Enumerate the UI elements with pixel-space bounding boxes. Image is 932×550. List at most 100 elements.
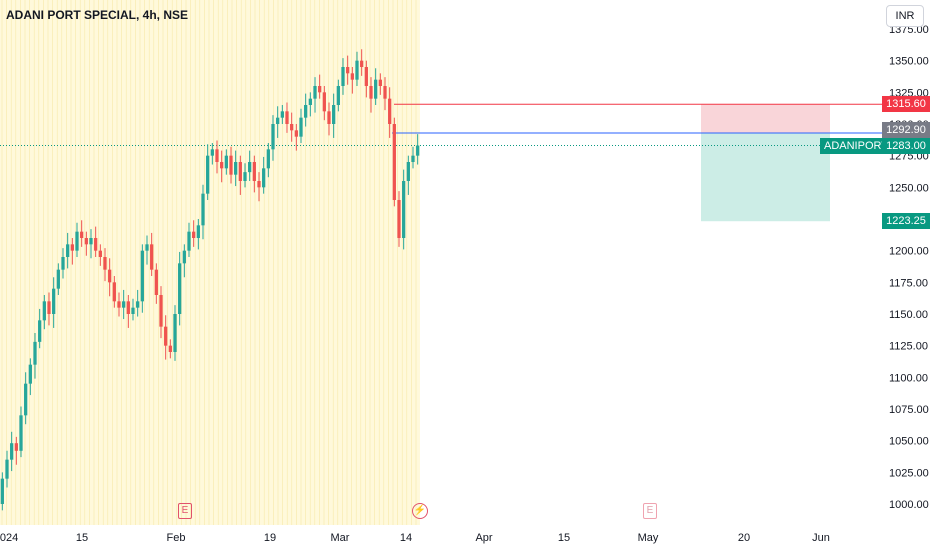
candle-body	[14, 443, 18, 451]
candle-body	[145, 244, 149, 251]
earnings-future-icon[interactable]: E	[643, 503, 657, 519]
candle-body	[318, 86, 322, 93]
price-tick-label: 1175.00	[889, 277, 928, 289]
candle-body	[215, 149, 219, 162]
stop-loss-zone	[701, 104, 830, 133]
price-tick-label: 1100.00	[889, 372, 928, 384]
candle-body	[257, 181, 261, 188]
candle-body	[327, 111, 331, 124]
candle-body	[47, 301, 51, 314]
candle-body	[360, 60, 364, 67]
candle-body	[164, 326, 168, 346]
candlestick-series	[0, 49, 420, 511]
session-highlight	[0, 0, 420, 525]
candle-body	[70, 244, 74, 251]
candle-body	[42, 301, 46, 321]
price-lines	[0, 103, 882, 147]
candle-body	[98, 250, 102, 257]
candle-body	[38, 320, 42, 342]
candle-body	[182, 250, 186, 264]
currency-button[interactable]: INR	[886, 5, 924, 27]
candle-body	[154, 269, 158, 295]
take-profit-zone	[701, 132, 830, 222]
candle-body	[159, 295, 163, 327]
candle-body	[56, 269, 60, 289]
candle-body	[126, 301, 130, 314]
time-tick-label: Jun	[812, 532, 830, 544]
candle-body	[94, 238, 98, 251]
time-tick-label: Feb	[167, 532, 186, 544]
candle-body	[140, 250, 144, 302]
candle-body	[80, 231, 84, 238]
candle-body	[280, 111, 284, 118]
candle-body	[61, 257, 65, 270]
candle-body	[117, 301, 121, 308]
time-tick-label: 15	[558, 532, 570, 544]
candle-body	[234, 162, 238, 175]
price-tick-label: 1375.00	[889, 24, 929, 36]
price-tick-label: 1075.00	[889, 404, 929, 416]
candle-body	[243, 172, 247, 181]
candle-body	[108, 269, 112, 283]
candle-body	[131, 307, 135, 314]
candle-body	[238, 162, 242, 181]
candle-body	[285, 111, 289, 124]
target-price-tag: 1223.25	[882, 213, 930, 229]
candle-body	[313, 86, 317, 99]
price-tick-label: 1150.00	[889, 309, 928, 321]
price-tick-label: 1000.00	[889, 499, 929, 511]
candle-body	[168, 345, 172, 352]
candle-body	[290, 124, 294, 131]
candle-body	[392, 124, 396, 200]
candle-body	[406, 162, 410, 181]
candle-body	[89, 238, 93, 245]
chart-title: ADANI PORT SPECIAL, 4h, NSE	[6, 8, 189, 22]
candle-body	[122, 301, 126, 308]
time-tick-label: 19	[264, 532, 276, 544]
price-tick-label: 1200.00	[889, 246, 929, 258]
candle-body	[294, 130, 298, 137]
lightning-icon[interactable]: ⚡	[412, 503, 428, 519]
candle-body	[355, 60, 359, 80]
candle-body	[0, 478, 4, 504]
candle-body	[178, 263, 182, 314]
price-tick-label: 1350.00	[889, 56, 929, 68]
price-tick-label: 1125.00	[889, 341, 928, 353]
candle-body	[210, 149, 214, 156]
earnings-icon[interactable]: E	[178, 503, 192, 519]
candle-body	[271, 124, 275, 150]
time-tick-label: May	[638, 532, 659, 544]
candle-body	[84, 238, 88, 245]
candle-body	[336, 86, 340, 105]
candle-body	[201, 193, 205, 226]
candle-body	[322, 92, 326, 112]
candle-body	[416, 145, 420, 156]
time-tick-label: Mar	[331, 532, 350, 544]
candle-body	[369, 86, 373, 99]
candle-body	[266, 149, 270, 169]
candle-body	[136, 301, 140, 308]
candle-body	[66, 244, 70, 257]
candle-body	[192, 231, 196, 238]
candle-body	[304, 105, 308, 118]
session-highlight-bands	[0, 0, 420, 525]
candle-body	[150, 244, 154, 270]
candle-body	[5, 459, 9, 479]
time-tick-label: 14	[400, 532, 412, 544]
candle-body	[364, 67, 368, 86]
candle-body	[28, 364, 32, 384]
candle-body	[341, 67, 345, 86]
last-price-tag: 1283.00	[882, 138, 930, 154]
time-axis: 2024 15 Feb 19 Mar 14 Apr 15 May 20 Jun	[0, 532, 830, 544]
price-tick-label: 1050.00	[889, 436, 929, 448]
stop-price-tag: 1315.60	[882, 96, 930, 112]
candle-body	[224, 155, 228, 169]
candle-body	[52, 288, 56, 314]
candle-body	[75, 231, 79, 251]
candle-body	[374, 79, 378, 99]
price-tick-label: 1025.00	[889, 467, 929, 479]
entry-price-tag: 1292.90	[882, 122, 930, 138]
candle-body	[19, 415, 23, 451]
symbol-tag: ADANIPORTS	[820, 138, 900, 154]
